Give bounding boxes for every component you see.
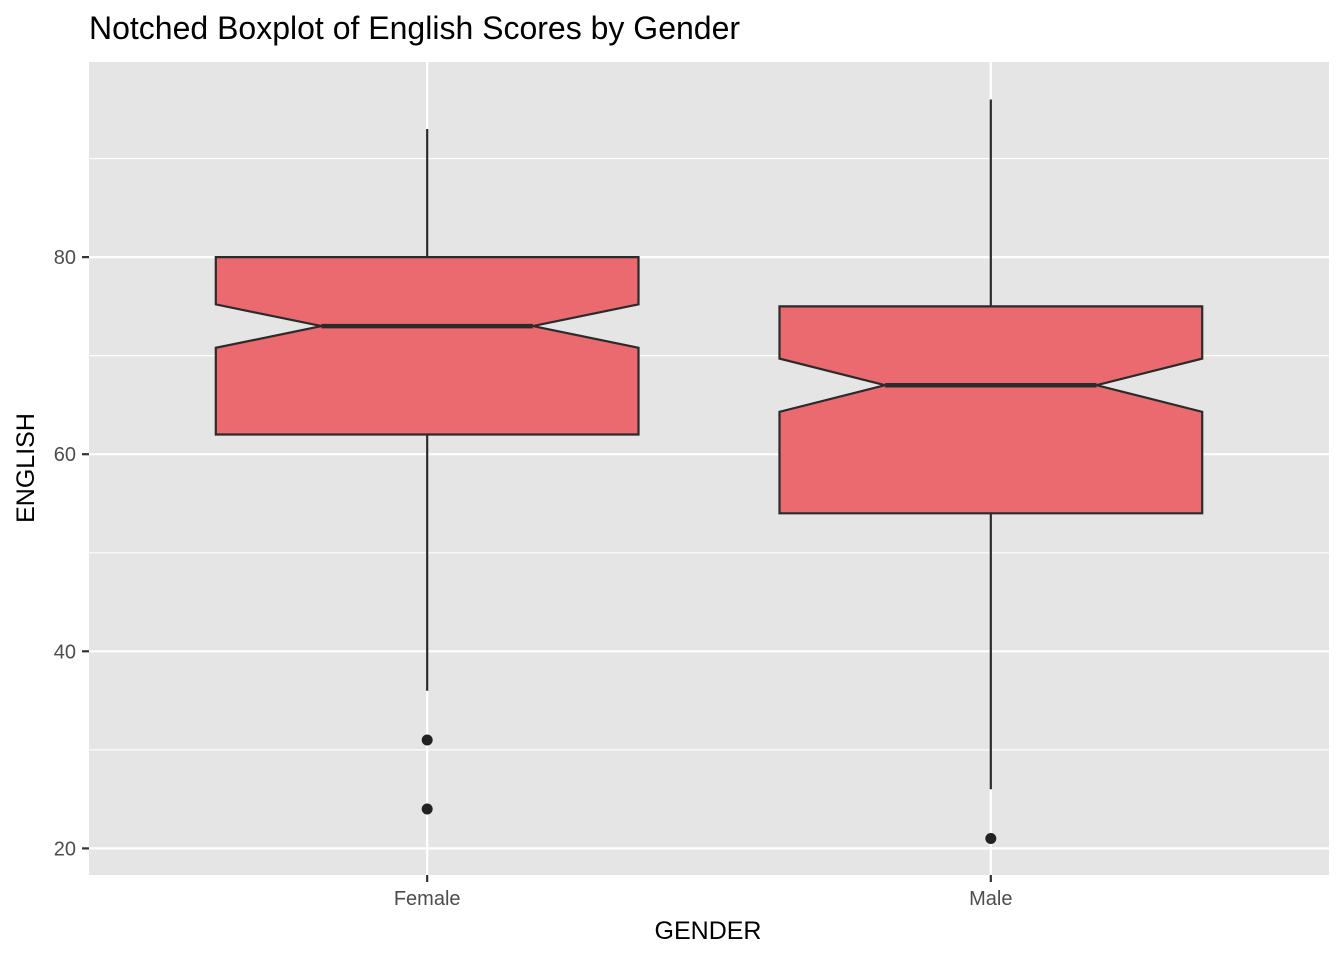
outlier-point	[421, 803, 433, 815]
notched-box	[214, 256, 640, 436]
y-tick-label: 80	[54, 247, 76, 269]
y-tick-label: 60	[54, 444, 76, 466]
box-layer	[214, 99, 1204, 845]
y-tick-label: 40	[54, 641, 76, 663]
outlier-point	[421, 734, 433, 746]
x-axis-title: GENDER	[655, 917, 762, 945]
y-axis-title: ENGLISH	[12, 413, 40, 523]
chart-title: Notched Boxplot of English Scores by Gen…	[89, 10, 740, 46]
x-tick-label: Female	[394, 888, 461, 910]
box-male	[778, 99, 1204, 845]
box-female	[214, 129, 640, 815]
axes: 20 40 60 80 Female Male	[54, 247, 1013, 910]
y-tick-label: 20	[54, 838, 76, 860]
outlier-point	[985, 833, 997, 845]
x-tick-label: Male	[969, 888, 1012, 910]
notched-box	[778, 305, 1204, 515]
